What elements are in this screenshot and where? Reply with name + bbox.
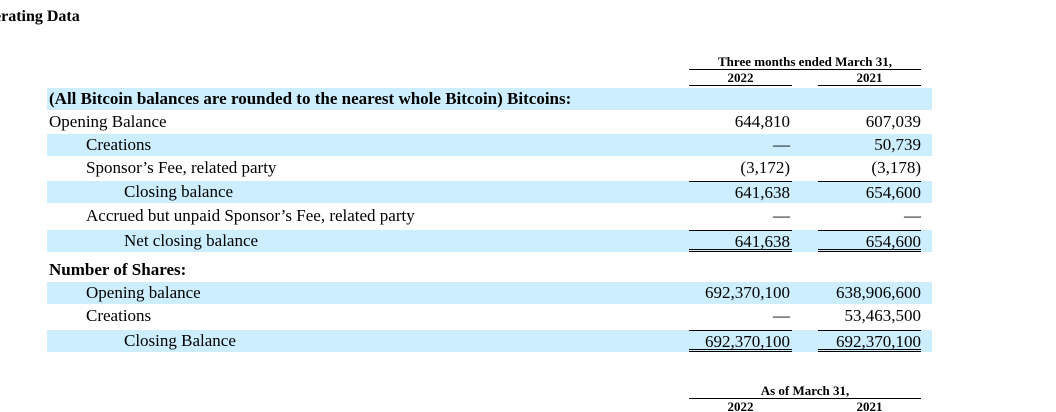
value-2022: — xyxy=(773,206,790,225)
value-2022: 692,370,100 xyxy=(705,283,790,302)
table-row: Creations — 53,463,500 xyxy=(47,305,932,327)
period-header: Three months ended March 31, xyxy=(689,55,921,70)
value-2022: — xyxy=(773,135,790,154)
value-2021: 50,739 xyxy=(874,135,921,154)
value-2021: 654,600 xyxy=(818,181,921,203)
value-2021: — xyxy=(904,206,921,225)
row-label: Accrued but unpaid Sponsor’s Fee, relate… xyxy=(86,206,415,225)
value-2022: — xyxy=(773,306,790,325)
value-2021: 638,906,600 xyxy=(836,283,921,302)
row-label: Closing balance xyxy=(124,182,234,201)
section-title: erating Data xyxy=(0,8,80,25)
row-label: Creations xyxy=(86,135,152,154)
table-row-bitcoin-heading: (All Bitcoin balances are rounded to the… xyxy=(47,88,932,110)
row-label: Sponsor’s Fee, related party xyxy=(86,158,277,177)
value-2021: (3,178) xyxy=(871,158,921,177)
table-row: Sponsor’s Fee, related party (3,172) (3,… xyxy=(47,157,932,179)
as-of-header: As of March 31, xyxy=(689,384,921,399)
year-header-2022: 2022 xyxy=(689,71,792,86)
year-header-2021-b: 2021 xyxy=(818,400,921,412)
year-header-2021: 2021 xyxy=(818,71,921,86)
value-2022: (3,172) xyxy=(740,158,790,177)
shares-heading: Number of Shares: xyxy=(49,260,187,279)
value-2021: 607,039 xyxy=(865,112,921,131)
value-2021: 692,370,100 xyxy=(818,330,921,352)
table-row: Opening balance 692,370,100 638,906,600 xyxy=(47,282,932,304)
table-row-shares-heading: Number of Shares: xyxy=(47,259,932,281)
value-2022: 644,810 xyxy=(734,112,790,131)
table-row: Closing Balance 692,370,100 692,370,100 xyxy=(47,330,932,352)
table-row: Opening Balance 644,810 607,039 xyxy=(47,111,932,133)
row-label: Closing Balance xyxy=(124,331,236,350)
value-2021: 654,600 xyxy=(818,230,921,252)
row-label: Opening balance xyxy=(86,283,201,302)
row-label: Opening Balance xyxy=(49,112,167,131)
row-label: Net closing balance xyxy=(124,231,259,250)
value-2022: 641,638 xyxy=(689,230,792,252)
value-2021: 53,463,500 xyxy=(844,306,922,325)
bitcoin-heading: (All Bitcoin balances are rounded to the… xyxy=(49,89,572,108)
table-row: Net closing balance 641,638 654,600 xyxy=(47,230,932,252)
table-row: Accrued but unpaid Sponsor’s Fee, relate… xyxy=(47,205,932,227)
year-header-2022-b: 2022 xyxy=(689,400,792,412)
value-2022: 692,370,100 xyxy=(689,330,792,352)
value-2022: 641,638 xyxy=(689,181,792,203)
table-row: Closing balance 641,638 654,600 xyxy=(47,181,932,203)
row-label: Creations xyxy=(86,306,152,325)
table-row: Creations — 50,739 xyxy=(47,134,932,156)
